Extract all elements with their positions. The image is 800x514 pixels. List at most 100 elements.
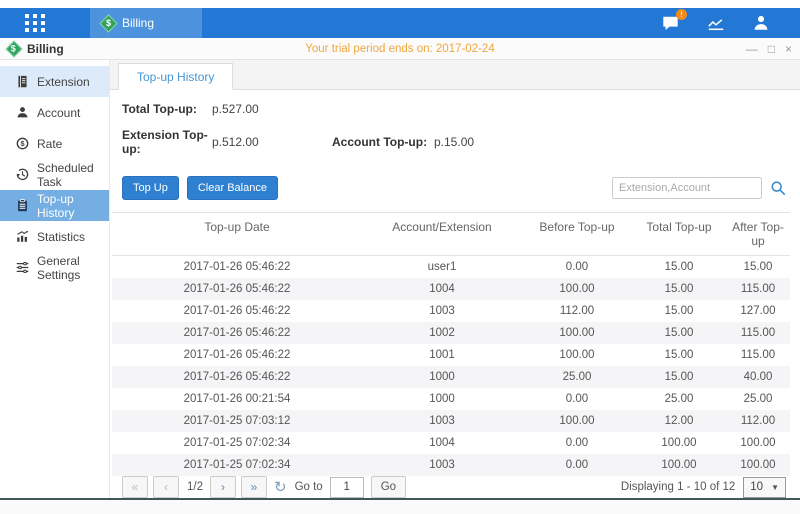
table-cell: 115.00 <box>740 327 776 339</box>
trial-notice: Your trial period ends on: 2017-02-24 <box>305 42 495 55</box>
sidebar-item-label: Rate <box>37 136 63 151</box>
table-cell: 100.00 <box>559 327 595 339</box>
sidebar-item-statistics[interactable]: Statistics <box>0 221 109 252</box>
table-cell: 2017-01-26 05:46:22 <box>183 371 291 383</box>
sidebar-item-account[interactable]: Account <box>0 97 109 128</box>
table-cell: 0.00 <box>565 261 589 273</box>
table-cell: 100.00 <box>559 283 595 295</box>
table-row[interactable]: 2017-01-26 05:46:22 1001 100.00 15.00 115.00 <box>112 344 790 366</box>
table-cell: 15.00 <box>743 261 773 273</box>
sidebar-item-label: Statistics <box>37 229 86 244</box>
displaying-text: Displaying 1 - 10 of 12 <box>620 481 736 493</box>
actions-row: Top Up Clear Balance <box>110 170 800 210</box>
sidebar-item-general-settings[interactable]: General Settings <box>0 252 109 283</box>
table-column-header: After Top-up <box>732 220 784 248</box>
refresh-icon[interactable]: ↻ <box>274 479 287 496</box>
sidebar-item-topup-history[interactable]: Top-up History <box>0 190 109 221</box>
table-cell: 15.00 <box>664 283 694 295</box>
tab-topup-history[interactable]: Top-up History <box>118 63 234 90</box>
extension-topup-label: Extension Top-up: <box>122 128 208 156</box>
table-row[interactable]: 2017-01-26 05:46:22 1003 112.00 15.00 127.00 <box>112 300 790 322</box>
last-page-button[interactable]: » <box>241 476 267 498</box>
sidebar-item-label: Top-up History <box>37 191 75 220</box>
table-cell: 100.00 <box>559 415 595 427</box>
table-column-header: Account/Extension <box>392 220 492 234</box>
table-cell: 112.00 <box>559 305 595 317</box>
topbar-tab-label: Billing <box>122 16 155 30</box>
table-body: 2017-01-26 05:46:22 user1 0.00 15.00 15.00 20… <box>112 256 790 476</box>
billing-dollar-icon: $ <box>99 13 118 33</box>
chevron-down-icon: ▼ <box>771 482 779 492</box>
page-indicator: 1/2 <box>187 481 203 493</box>
sidebar-item-rate[interactable]: $ Rate <box>0 128 109 159</box>
search-icon[interactable] <box>770 180 786 196</box>
table-cell: 15.00 <box>664 349 694 361</box>
table-cell: 2017-01-26 05:46:22 <box>183 261 291 273</box>
table-row[interactable]: 2017-01-25 07:02:34 1004 0.00 100.00 100.00 <box>112 432 790 454</box>
table-cell: 2017-01-26 05:46:22 <box>183 327 291 339</box>
table-cell: 0.00 <box>565 459 589 471</box>
pagination-bar: « ‹ 1/2 › » ↻ Go to Go Displaying 1 - 10… <box>110 476 800 512</box>
sidebar-item-extension[interactable]: Extension <box>0 66 109 97</box>
table-cell: 25.00 <box>664 393 694 405</box>
top-up-button[interactable]: Top Up <box>122 176 179 200</box>
table-row[interactable]: 2017-01-25 07:02:34 1003 0.00 100.00 100.00 <box>112 454 790 476</box>
table-cell: 2017-01-25 07:03:12 <box>183 415 291 427</box>
table-cell: 2017-01-25 07:02:34 <box>183 459 291 471</box>
table-cell: 15.00 <box>664 305 694 317</box>
page-size-value: 10 <box>750 481 764 493</box>
table-row[interactable]: 2017-01-26 00:21:54 1000 0.00 25.00 25.00 <box>112 388 790 410</box>
sidebar-item-label: General Settings <box>37 253 81 282</box>
general-settings-icon <box>16 261 29 274</box>
goto-page-input[interactable] <box>329 476 364 498</box>
prev-page-button[interactable]: ‹ <box>153 476 179 498</box>
tab-bar: Top-up History <box>110 60 800 90</box>
page-size-select[interactable]: 10 ▼ <box>743 476 786 498</box>
table-cell: 100.00 <box>740 459 776 471</box>
table-row[interactable]: 2017-01-25 07:03:12 1003 100.00 12.00 112.00 <box>112 410 790 432</box>
account-topup-value: p.15.00 <box>434 135 475 149</box>
table-cell: 2017-01-26 00:21:54 <box>183 393 291 405</box>
app-grid-icon[interactable] <box>22 12 48 34</box>
table-column-header: Before Top-up <box>539 220 615 234</box>
table-cell: 25.00 <box>562 371 592 383</box>
user-account-icon[interactable] <box>752 14 770 32</box>
extension-icon <box>16 75 29 88</box>
table-cell: 1001 <box>429 349 455 361</box>
search-input[interactable] <box>612 177 762 199</box>
statistics-icon <box>16 230 29 243</box>
table-cell: 100.00 <box>740 437 776 449</box>
table-row[interactable]: 2017-01-26 05:46:22 1004 100.00 15.00 115.00 <box>112 278 790 300</box>
first-page-button[interactable]: « <box>122 476 148 498</box>
titlebar: $ Billing Your trial period ends on: 201… <box>0 38 800 60</box>
table-cell: 12.00 <box>664 415 694 427</box>
go-button[interactable]: Go <box>370 476 407 498</box>
chat-icon[interactable]: ! <box>661 9 687 32</box>
topbar-tab-billing[interactable]: $ Billing <box>90 8 202 38</box>
notification-badge: ! <box>676 9 687 20</box>
table-cell: 100.00 <box>559 349 595 361</box>
table-row[interactable]: 2017-01-26 05:46:22 1000 25.00 15.00 40.00 <box>112 366 790 388</box>
table-column-header: Top-up Date <box>204 220 270 234</box>
sidebar-item-scheduled-task[interactable]: Scheduled Task <box>0 159 109 190</box>
total-topup-value: p.527.00 <box>212 102 259 116</box>
bottom-margin <box>0 500 800 514</box>
table-cell: 15.00 <box>664 327 694 339</box>
close-icon[interactable]: × <box>784 41 792 56</box>
table-cell: 1003 <box>429 459 455 471</box>
window-bottom-border <box>0 498 800 500</box>
next-page-button[interactable]: › <box>210 476 236 498</box>
table-row[interactable]: 2017-01-26 05:46:22 user1 0.00 15.00 15.00 <box>112 256 790 278</box>
maximize-icon[interactable]: □ <box>767 41 775 56</box>
table-cell: 1004 <box>429 437 455 449</box>
topbar: $ Billing ! <box>0 8 800 38</box>
scheduled-task-icon <box>16 168 29 181</box>
sidebar-item-label: Account <box>37 105 81 120</box>
clear-balance-button[interactable]: Clear Balance <box>186 176 278 200</box>
minimize-icon[interactable]: — <box>745 41 758 56</box>
table-row[interactable]: 2017-01-26 05:46:22 1002 100.00 15.00 115.00 <box>112 322 790 344</box>
sidebar-item-label: Scheduled Task <box>37 160 94 189</box>
table-cell: 2017-01-26 05:46:22 <box>183 283 291 295</box>
table-cell: 112.00 <box>740 415 776 427</box>
statistics-chart-icon[interactable] <box>706 14 726 32</box>
